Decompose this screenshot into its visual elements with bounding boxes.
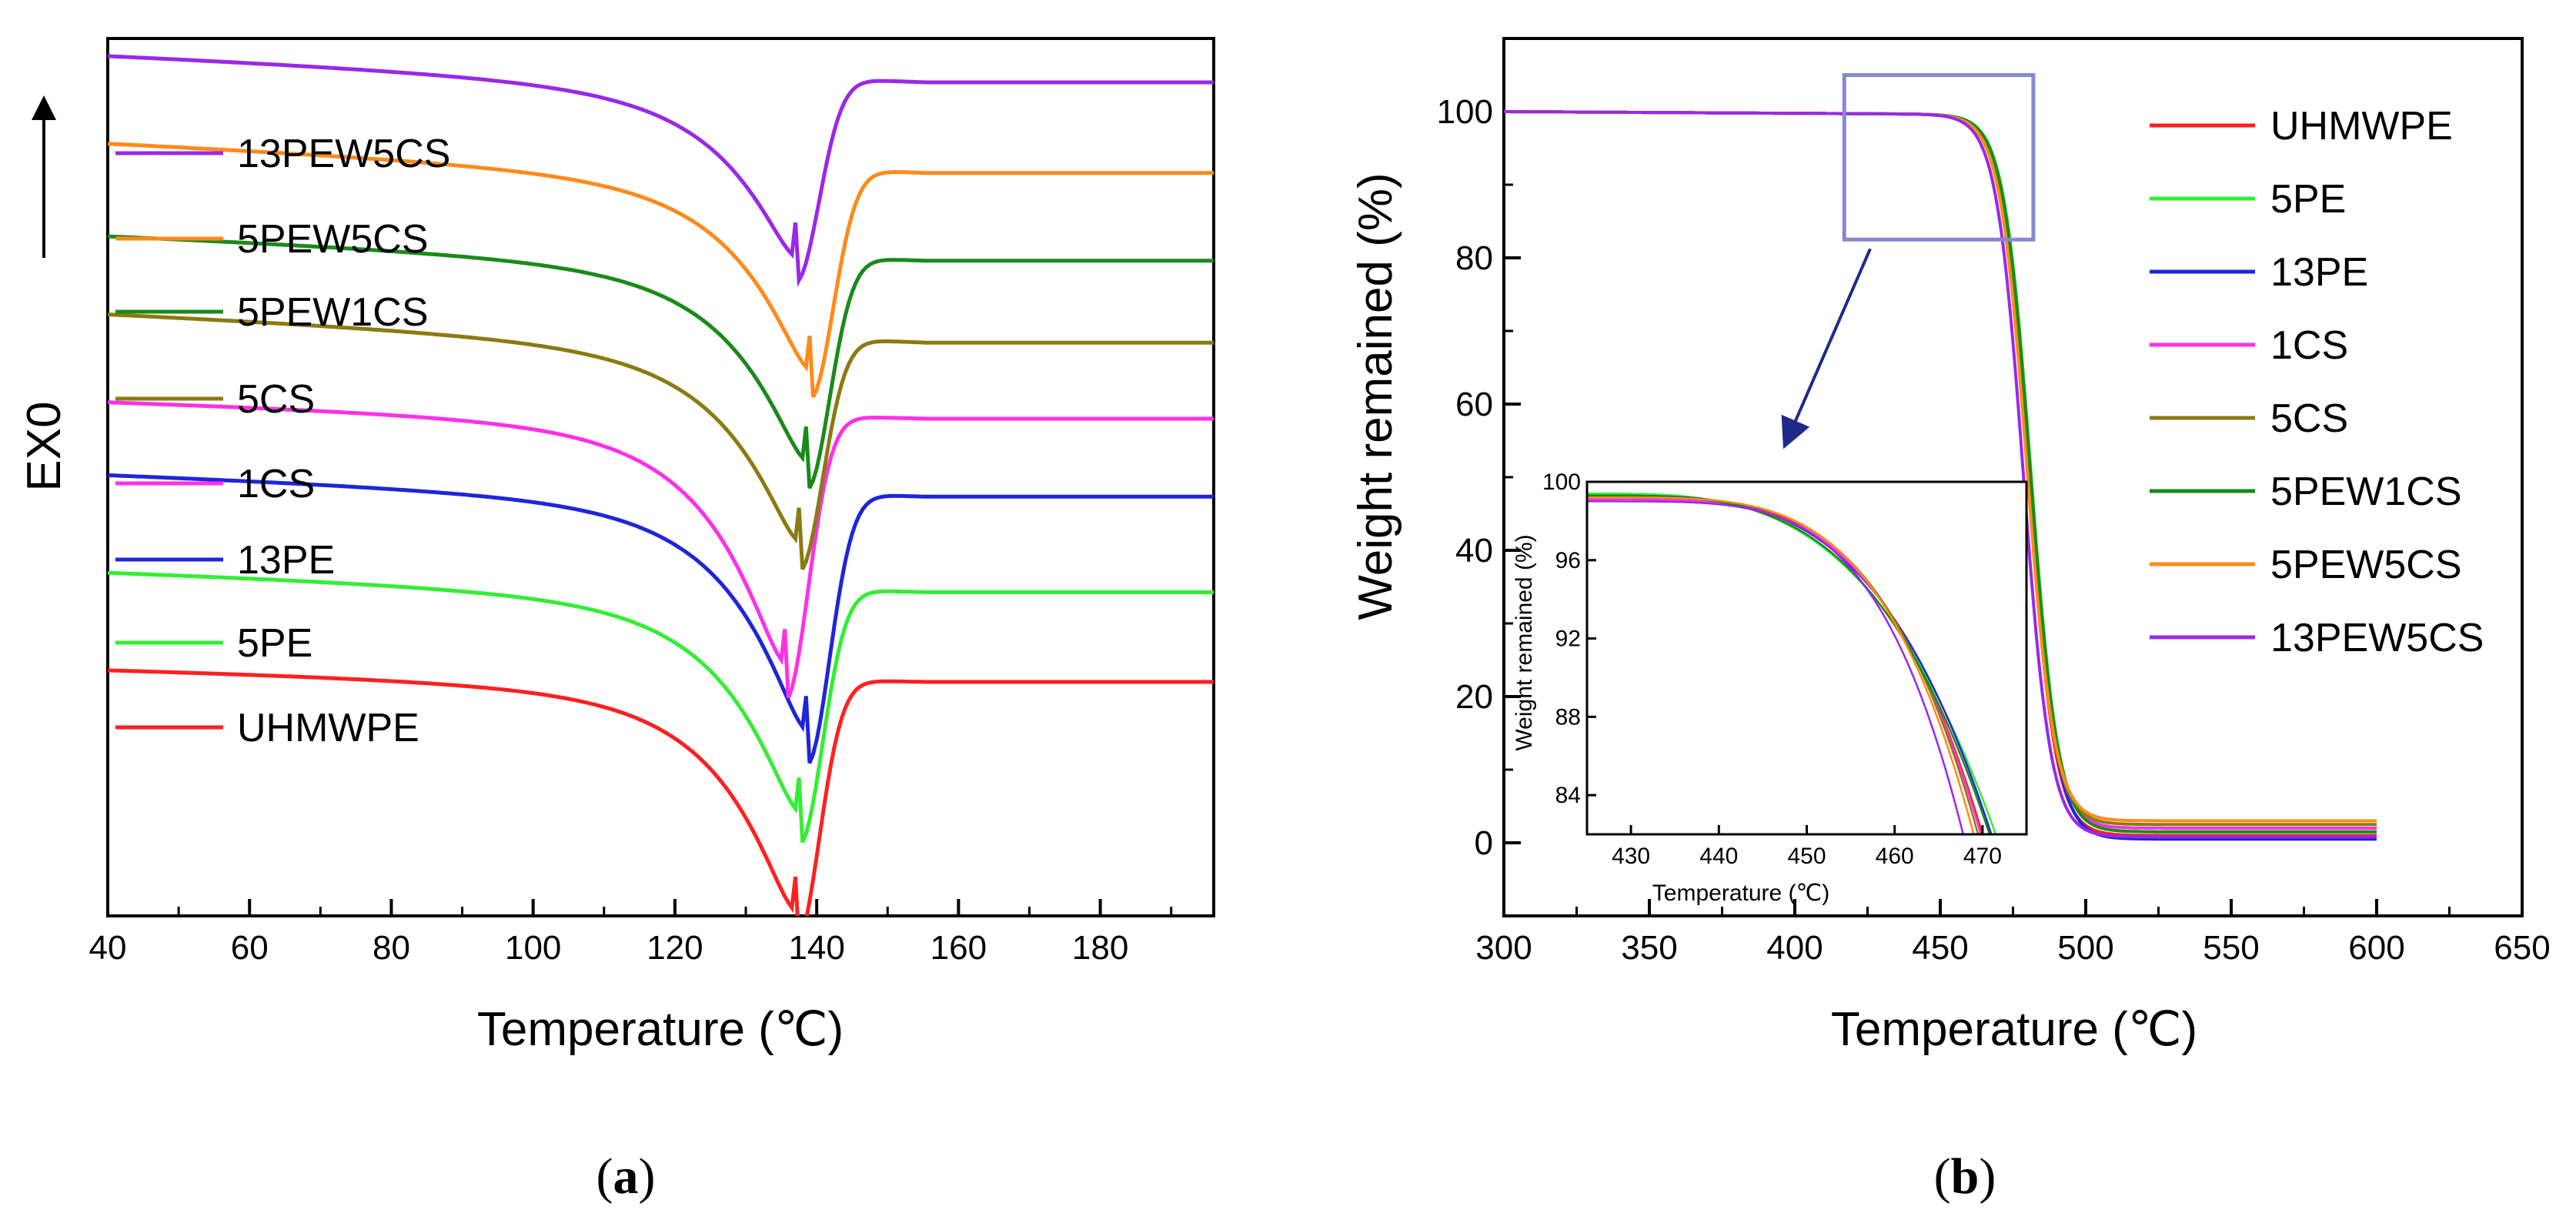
inset-y-axis-title: Weight remained (%) <box>1512 534 1537 750</box>
inset-chart: 430 440 450 460 470 84 88 92 96 100 Temperature (… <box>1512 469 2028 906</box>
panel-a-x-ticks: 40 60 80 100 120 140 160 180 <box>89 899 1173 967</box>
panel-b-x-tick-label: 350 <box>1621 929 1677 967</box>
panel-b-legend-label-1cs: 1CS <box>2270 323 2348 368</box>
panel-b-y-axis-title: Weight remained (%) <box>1349 172 1402 620</box>
inset-curve-5pew5cs <box>1587 496 1975 834</box>
dsc-curve-5pe <box>108 570 1214 844</box>
panel-b-legend-label-5pe: 5PE <box>2270 177 2346 222</box>
inset-y-tick-label: 96 <box>1555 548 1581 573</box>
inset-x-tick-label: 450 <box>1787 844 1826 869</box>
panel-b-x-tick-label: 500 <box>2057 929 2113 967</box>
panel-a-x-tick-label: 40 <box>89 929 127 967</box>
panel-b-legend: UHMWPE 5PE 13PE 1CS 5CS 5PEW1CS 5PEW5CS 13PEW5C… <box>2150 104 2484 660</box>
inset-x-tick-label: 460 <box>1876 844 1914 869</box>
panel-a-x-tick-label: 80 <box>373 929 410 967</box>
panel-b-y-tick-label: 100 <box>1437 93 1493 131</box>
panel-b-y-tick-label: 20 <box>1455 678 1493 716</box>
panel-a-label: (a) <box>596 1148 656 1205</box>
inset-x-axis-title: Temperature (℃) <box>1652 881 1829 906</box>
panel-a-legend-label-13pe: 13PE <box>237 538 335 583</box>
panel-a-legend-label-1cs: 1CS <box>237 462 315 506</box>
panel-b-legend-label-5pew1cs: 5PEW1CS <box>2270 469 2462 514</box>
inset-curve-5pew1cs <box>1587 494 1991 834</box>
panel-a-legend-label-5cs: 5CS <box>237 377 315 422</box>
panel-a-dsc-chart: 40 60 80 100 120 140 160 180 UHMWPE 5PE 13PE 1CS 5C… <box>18 37 1215 1205</box>
panel-b-legend-label-5pew5cs: 5PEW5CS <box>2270 543 2462 587</box>
panel-b-legend-label-5cs: 5CS <box>2270 396 2348 441</box>
panel-a-x-axis-title: Temperature (℃) <box>477 1003 844 1056</box>
inset-x-tick-label: 430 <box>1612 844 1650 869</box>
dsc-curve-5pew5cs <box>108 142 1214 398</box>
dsc-curve-13pew5cs <box>108 54 1214 288</box>
panel-a-label-letter: a <box>613 1148 639 1205</box>
panel-b-label: (b) <box>1934 1148 1996 1205</box>
panel-b-y-tick-label: 40 <box>1455 532 1493 570</box>
zoom-arrow <box>1781 248 1872 449</box>
panel-b-x-tick-label: 600 <box>2348 929 2404 967</box>
panel-a-x-tick-label: 100 <box>505 929 561 967</box>
panel-b-x-tick-label: 450 <box>1912 929 1968 967</box>
panel-b-y-tick-label: 0 <box>1475 824 1493 862</box>
inset-y-tick-label: 100 <box>1542 469 1581 495</box>
inset-x-tick-label: 470 <box>1963 844 2002 869</box>
panel-a-legend: UHMWPE 5PE 13PE 1CS 5CS 5PEW1CS 5PEW5CS 13PEW5C… <box>115 132 450 750</box>
panel-b-label-letter: b <box>1951 1148 1980 1205</box>
panel-b-axes-ticks: 300 350 400 450 500 550 600 650 0 20 40 60 80 100 <box>1437 93 2551 967</box>
inset-y-tick-label: 92 <box>1555 627 1581 652</box>
panel-a-x-tick-label: 120 <box>647 929 703 967</box>
dsc-curve-13pe <box>108 473 1214 764</box>
panel-b-x-tick-label: 550 <box>2203 929 2259 967</box>
inset-curves <box>1587 493 1997 834</box>
panel-b-x-tick-label: 300 <box>1475 929 1532 967</box>
inset-y-tick-label: 84 <box>1555 783 1581 808</box>
inset-curve-13pew5cs <box>1587 500 1965 834</box>
dsc-curve-1cs <box>108 400 1214 699</box>
panel-a-legend-label-5pew5cs: 5PEW5CS <box>237 217 429 262</box>
zoom-box <box>1842 73 2036 242</box>
panel-b-legend-label-13pe: 13PE <box>2270 250 2368 295</box>
panel-b-y-tick-label: 60 <box>1455 386 1493 423</box>
panel-a-x-tick-label: 140 <box>788 929 844 967</box>
panel-a-y-axis-title: EX0 <box>18 401 71 491</box>
dsc-curve-uhmwpe <box>108 668 1214 916</box>
panel-b-legend-label-13pew5cs: 13PEW5CS <box>2270 616 2484 660</box>
panel-a-x-tick-label: 180 <box>1072 929 1128 967</box>
inset-ticks: 430 440 450 460 470 84 88 92 96 100 <box>1542 469 2002 869</box>
panel-a-legend-label-5pe: 5PE <box>237 621 312 666</box>
panel-a-legend-label-13pew5cs: 13PEW5CS <box>237 132 450 176</box>
panel-b-tga-chart: 300 350 400 450 500 550 600 650 0 20 40 60 80 100 UHM… <box>1349 37 2551 1205</box>
inset-x-tick-label: 440 <box>1699 844 1738 869</box>
panel-b-y-tick-label: 80 <box>1455 239 1493 277</box>
panel-b-x-tick-label: 650 <box>2494 929 2550 967</box>
dsc-curve-5pew1cs <box>108 234 1214 490</box>
panel-a-x-tick-label: 60 <box>231 929 269 967</box>
inset-y-tick-label: 88 <box>1555 704 1581 730</box>
panel-b-x-tick-label: 400 <box>1766 929 1823 967</box>
panel-a-legend-label-uhmwpe: UHMWPE <box>237 706 419 750</box>
inset-frame-background <box>1587 482 2026 834</box>
panel-a-curves <box>108 54 1214 916</box>
dsc-curve-5cs <box>108 312 1214 570</box>
panel-a-x-tick-label: 160 <box>931 929 987 967</box>
panel-a-legend-label-5pew1cs: 5PEW1CS <box>237 290 429 335</box>
tga-curve-13pew5cs <box>1504 110 2377 839</box>
panel-b-curves <box>1504 110 2377 841</box>
panel-b-legend-label-uhmwpe: UHMWPE <box>2270 104 2453 149</box>
panel-b-x-axis-title: Temperature (℃) <box>1831 1003 2197 1056</box>
